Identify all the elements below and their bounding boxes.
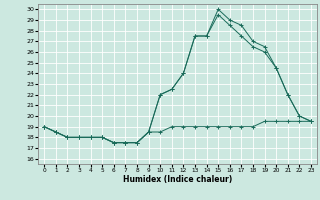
- X-axis label: Humidex (Indice chaleur): Humidex (Indice chaleur): [123, 175, 232, 184]
